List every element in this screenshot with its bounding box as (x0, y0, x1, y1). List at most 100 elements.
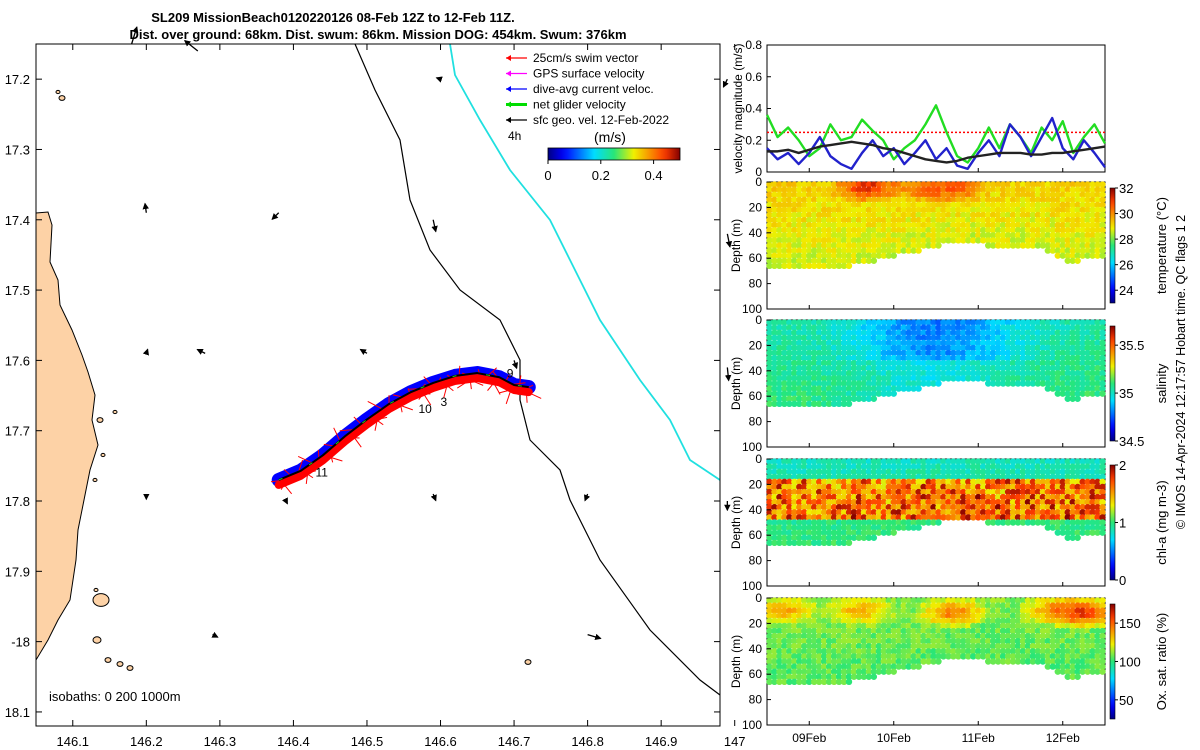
section-cell (811, 329, 818, 336)
section-cell (1079, 390, 1086, 397)
section-cell (935, 458, 942, 465)
section-cell (999, 504, 1007, 511)
section-cell (860, 359, 868, 367)
map-y-tick-label: -18 (11, 635, 30, 650)
section-cell (955, 493, 962, 501)
section-cell (786, 400, 793, 408)
section-cell (1099, 483, 1106, 491)
section-cell (1049, 237, 1057, 244)
section-cell (1034, 375, 1042, 382)
section-cell (955, 514, 962, 521)
section-cell (1069, 463, 1076, 470)
section-cell (1044, 319, 1052, 326)
section-cell (930, 334, 937, 341)
section-cell (850, 478, 858, 486)
section-cell (1074, 344, 1081, 352)
section-cell (984, 237, 992, 244)
section-cell (776, 612, 783, 619)
section-cell (999, 488, 1007, 496)
section-cell (920, 191, 927, 198)
section-cell (1049, 370, 1057, 377)
map-frame (35, 43, 721, 727)
island (96, 417, 104, 423)
section-cell (771, 504, 778, 511)
section-cell (840, 400, 848, 408)
section-cell (890, 365, 897, 372)
section-cell (910, 370, 917, 377)
section-cell (786, 319, 793, 326)
section-cell (875, 237, 883, 244)
section-cell (865, 206, 873, 214)
section-cell (885, 524, 892, 531)
section-y-tick-label: 60 (749, 389, 763, 403)
section-cell (1014, 242, 1022, 249)
section-cell (875, 385, 883, 392)
section-cell (875, 653, 883, 660)
section-cell (875, 221, 883, 229)
section-cell (771, 262, 778, 270)
section-cell (935, 478, 942, 486)
section-cell (895, 483, 902, 491)
section-cell (999, 196, 1007, 203)
section-cell (1069, 468, 1076, 475)
section-cell (776, 658, 783, 665)
section-cell (815, 380, 823, 387)
section-cell (1074, 329, 1081, 336)
section-cell (845, 627, 853, 635)
section-cell (796, 227, 803, 234)
section-cell (1029, 478, 1037, 486)
section-cell (955, 227, 962, 234)
section-cell (771, 509, 778, 516)
section-cell (1089, 493, 1096, 501)
section-cell (776, 380, 783, 387)
section-cell (1064, 385, 1071, 392)
section-cell (994, 514, 1002, 521)
section-cell (905, 498, 912, 506)
section-cell (945, 221, 952, 229)
section-cell (1084, 191, 1091, 198)
section-cell (811, 232, 818, 239)
section-cell (766, 201, 773, 209)
section-cell (811, 181, 818, 188)
section-cell (994, 488, 1002, 496)
section-cell (1014, 380, 1022, 387)
section-cell (885, 252, 892, 259)
section-cell (930, 509, 937, 516)
section-cell (994, 216, 1002, 224)
map-x-tick-label: 146.3 (204, 734, 237, 749)
section-cell (811, 324, 818, 331)
section-cell (875, 668, 883, 675)
section-cell (915, 237, 922, 244)
section-cell (1014, 473, 1022, 480)
section-cell (1074, 206, 1081, 214)
section-cell (820, 385, 828, 392)
section-cell (900, 191, 907, 198)
section-cell (935, 354, 942, 362)
section-cell (845, 319, 853, 326)
section-cell (801, 375, 808, 382)
section-cell (945, 370, 952, 377)
section-cell (870, 237, 878, 244)
section-cell (905, 334, 912, 341)
section-cell (945, 232, 952, 239)
section-cell (815, 493, 823, 501)
section-cell (935, 365, 942, 372)
section-cell (855, 237, 863, 244)
section-cell (771, 612, 778, 619)
section-cell (801, 627, 808, 635)
section-colorbar-tick-label: 50 (1119, 693, 1133, 708)
section-cell (1074, 375, 1081, 382)
section-cell (945, 488, 952, 496)
section-cell (940, 339, 947, 347)
section-cell (989, 232, 997, 239)
section-cell (781, 191, 788, 198)
section-y-tick-label: 40 (749, 226, 763, 240)
section-cell (840, 673, 848, 680)
section-cell (905, 191, 912, 198)
section-cell (915, 354, 922, 362)
section-cell (1054, 488, 1061, 496)
section-cell (880, 653, 888, 660)
section-cell (830, 370, 838, 377)
section-cell (806, 324, 813, 331)
